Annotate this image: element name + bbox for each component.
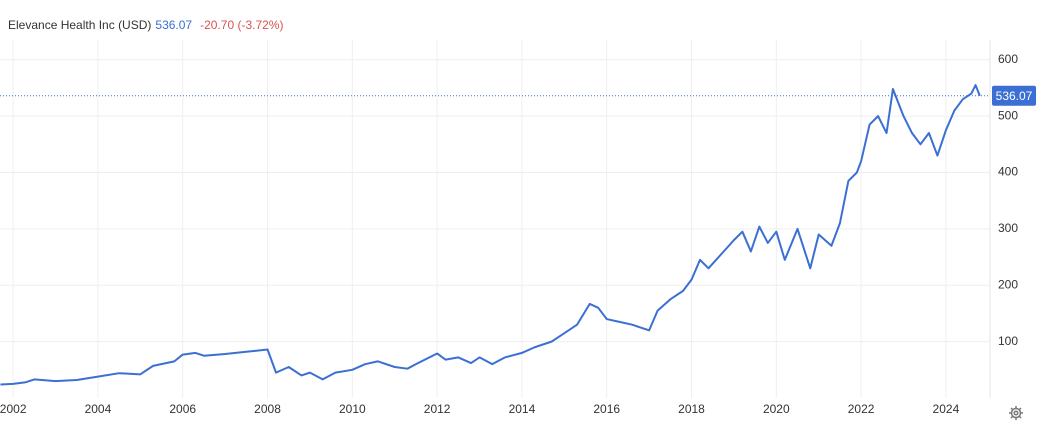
chart-title: Elevance Health Inc (USD) [8,18,151,32]
last-price-tag [992,85,1036,106]
y-tick-label: 400 [998,165,1018,179]
x-tick-label: 2004 [85,402,112,416]
y-tick-label: 100 [998,334,1018,348]
y-tick-label: 300 [998,221,1018,235]
price-change: -20.70 (-3.72%) [200,18,283,32]
x-tick-label: 2014 [509,402,536,416]
price-line [0,84,981,386]
last-price: 536.07 [155,18,192,32]
x-tick-label: 2010 [339,402,366,416]
x-tick-label: 2006 [169,402,196,416]
plot-area [0,40,990,398]
y-tick-label: 500 [998,108,1018,122]
x-tick-label: 2018 [678,402,705,416]
x-tick-label: 2024 [933,402,960,416]
y-tick-label: 200 [998,277,1018,291]
x-tick-label: 2012 [424,402,451,416]
last-price-label: 536.07 [996,89,1033,103]
x-tick-label: 2008 [254,402,281,416]
x-tick-label: 2022 [848,402,875,416]
settings-icon[interactable] [1009,406,1023,420]
x-tick-label: 2002 [0,402,27,416]
y-tick-label: 600 [998,52,1018,66]
x-tick-label: 2020 [763,402,790,416]
x-tick-label: 2016 [593,402,620,416]
